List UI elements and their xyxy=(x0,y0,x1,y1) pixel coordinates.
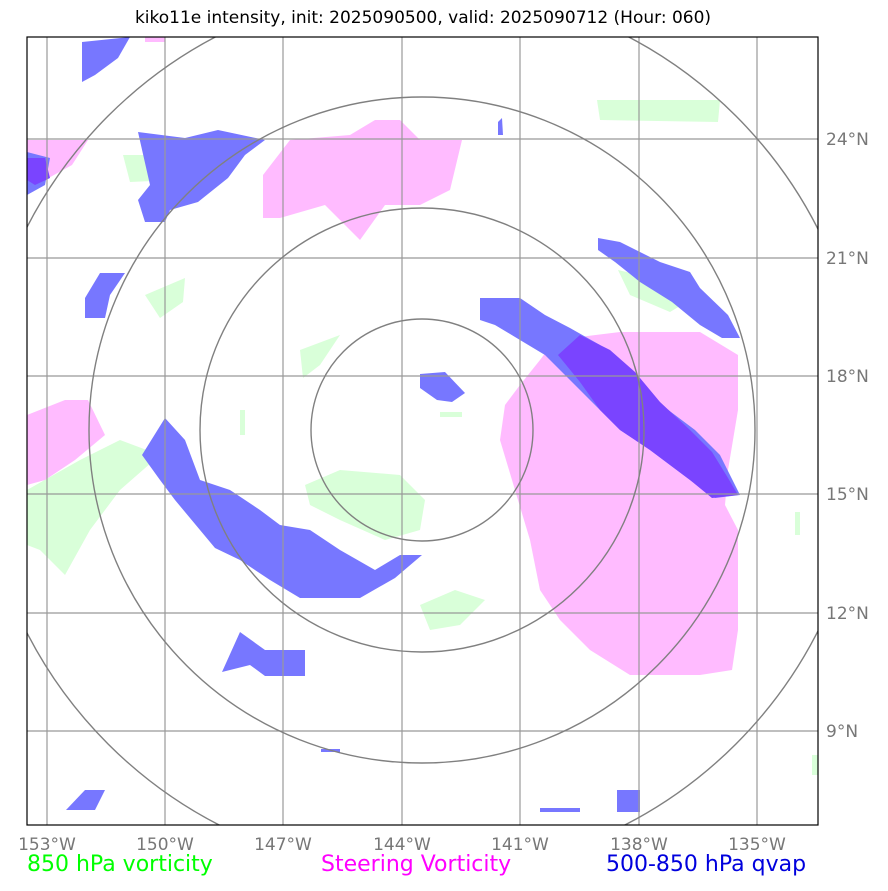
map-frame xyxy=(26,36,819,826)
lat-tick: 24°N xyxy=(826,130,869,150)
lat-tick: 12°N xyxy=(826,604,869,624)
gridlines xyxy=(27,37,818,825)
lat-tick: 9°N xyxy=(826,722,858,742)
lon-tick: 150°W xyxy=(136,835,194,855)
legend-850hpa-vorticity: 850 hPa vorticity xyxy=(27,852,213,877)
lon-tick: 153°W xyxy=(18,835,76,855)
lon-tick: 135°W xyxy=(728,835,786,855)
legend-qvap: 500-850 hPa qvap xyxy=(606,852,807,877)
lat-tick: 18°N xyxy=(826,367,869,387)
lat-tick-labels: 24°N 21°N 18°N 15°N 12°N 9°N xyxy=(826,130,869,742)
lon-tick: 141°W xyxy=(491,835,549,855)
lat-tick: 21°N xyxy=(826,249,869,269)
lat-tick: 15°N xyxy=(826,485,869,505)
lon-tick: 147°W xyxy=(254,835,312,855)
lon-tick: 138°W xyxy=(610,835,668,855)
legend-steering-vorticity: Steering Vorticity xyxy=(321,852,512,877)
vorticity-850-contours xyxy=(27,100,818,775)
range-rings xyxy=(27,37,818,825)
plot-title: kiko11e intensity, init: 2025090500, val… xyxy=(134,8,712,28)
lon-tick-labels: 153°W 150°W 147°W 144°W 141°W 138°W 135°… xyxy=(18,835,786,855)
lon-tick: 144°W xyxy=(373,835,431,855)
